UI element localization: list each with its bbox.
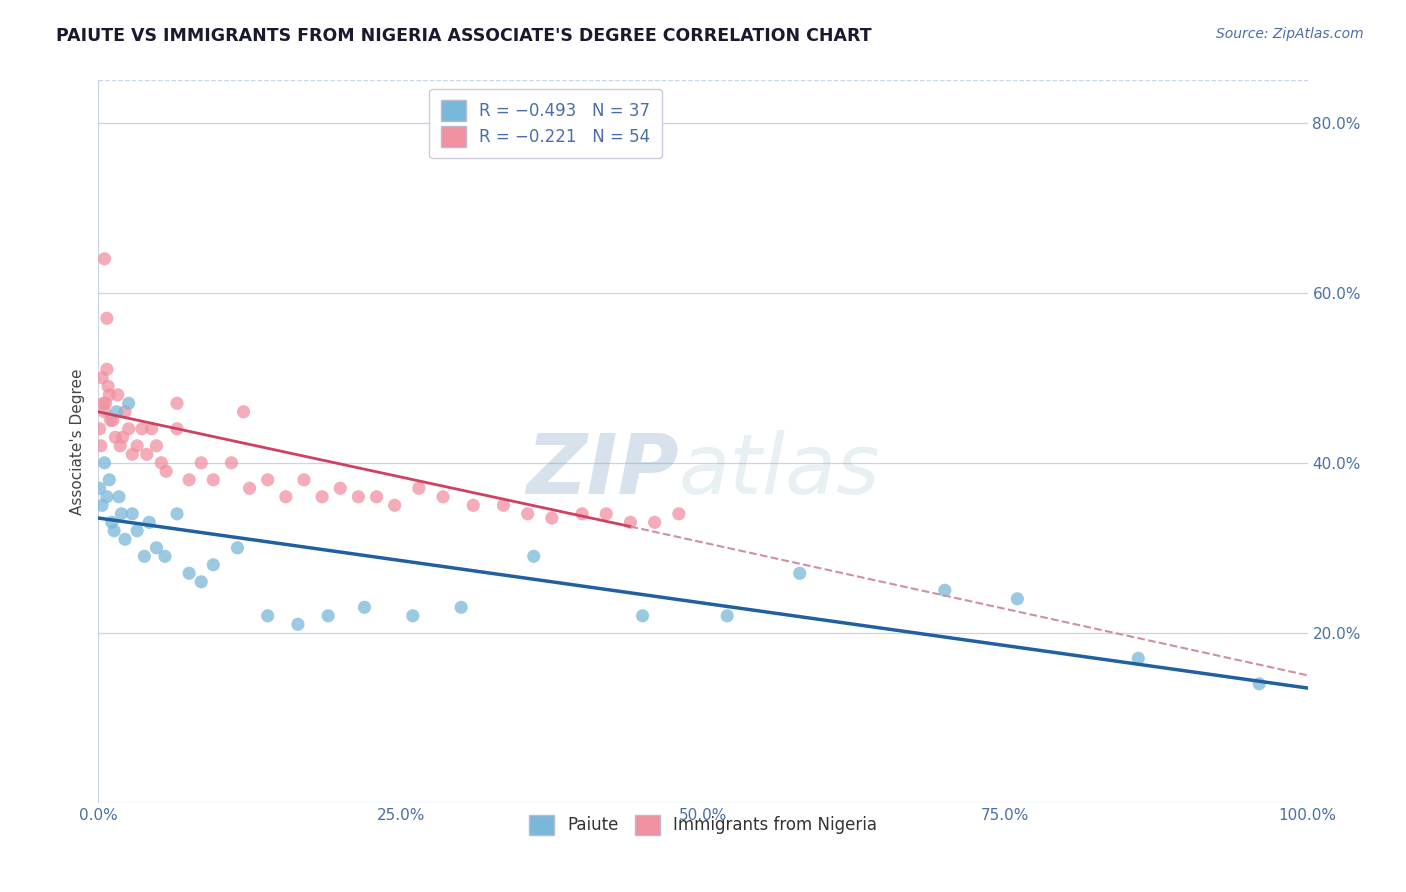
- Point: [118, 396, 141, 410]
- Point: [316, 608, 339, 623]
- Point: [107, 388, 129, 402]
- Point: [644, 516, 666, 530]
- Point: [121, 447, 143, 461]
- Point: [934, 583, 956, 598]
- Point: [232, 405, 254, 419]
- Point: [202, 558, 225, 572]
- Point: [96, 490, 118, 504]
- Point: [256, 608, 278, 623]
- Point: [1128, 651, 1150, 665]
- Point: [166, 422, 188, 436]
- Point: [114, 405, 136, 419]
- Point: [239, 481, 262, 495]
- Point: [571, 507, 593, 521]
- Point: [366, 490, 388, 504]
- Point: [141, 422, 163, 436]
- Point: [91, 498, 114, 512]
- Point: [595, 507, 617, 521]
- Point: [226, 541, 249, 555]
- Point: [311, 490, 333, 504]
- Point: [716, 608, 738, 623]
- Point: [100, 413, 122, 427]
- Point: [96, 362, 118, 376]
- Point: [127, 439, 149, 453]
- Point: [96, 311, 118, 326]
- Point: [111, 430, 134, 444]
- Point: [104, 430, 127, 444]
- Point: [150, 456, 173, 470]
- Point: [131, 422, 153, 436]
- Point: [110, 507, 132, 521]
- Point: [450, 600, 472, 615]
- Point: [408, 481, 430, 495]
- Text: Source: ZipAtlas.com: Source: ZipAtlas.com: [1216, 27, 1364, 41]
- Point: [108, 439, 131, 453]
- Point: [134, 549, 156, 564]
- Point: [179, 566, 201, 581]
- Point: [221, 456, 243, 470]
- Point: [93, 252, 115, 266]
- Point: [202, 473, 225, 487]
- Point: [256, 473, 278, 487]
- Point: [631, 608, 654, 623]
- Point: [523, 549, 546, 564]
- Point: [155, 464, 177, 478]
- Point: [179, 473, 201, 487]
- Point: [190, 574, 212, 589]
- Point: [432, 490, 454, 504]
- Point: [100, 516, 122, 530]
- Text: ZIP: ZIP: [526, 430, 679, 511]
- Point: [516, 507, 538, 521]
- Point: [347, 490, 370, 504]
- Point: [668, 507, 690, 521]
- Point: [287, 617, 309, 632]
- Point: [153, 549, 176, 564]
- Y-axis label: Associate's Degree: Associate's Degree: [69, 368, 84, 515]
- Point: [121, 507, 143, 521]
- Point: [166, 396, 188, 410]
- Point: [94, 396, 117, 410]
- Point: [89, 481, 111, 495]
- Point: [329, 481, 352, 495]
- Legend: Paiute, Immigrants from Nigeria: Paiute, Immigrants from Nigeria: [519, 805, 887, 845]
- Point: [93, 405, 115, 419]
- Point: [114, 533, 136, 547]
- Point: [105, 405, 128, 419]
- Point: [93, 456, 115, 470]
- Point: [135, 447, 157, 461]
- Point: [190, 456, 212, 470]
- Point: [89, 422, 111, 436]
- Point: [619, 516, 641, 530]
- Text: atlas: atlas: [679, 430, 880, 511]
- Point: [127, 524, 149, 538]
- Point: [540, 511, 562, 525]
- Point: [103, 524, 125, 538]
- Point: [402, 608, 425, 623]
- Point: [353, 600, 375, 615]
- Point: [145, 439, 167, 453]
- Point: [1007, 591, 1029, 606]
- Point: [91, 371, 114, 385]
- Point: [108, 490, 131, 504]
- Point: [98, 388, 121, 402]
- Point: [101, 413, 124, 427]
- Point: [138, 516, 160, 530]
- Point: [463, 498, 485, 512]
- Text: PAIUTE VS IMMIGRANTS FROM NIGERIA ASSOCIATE'S DEGREE CORRELATION CHART: PAIUTE VS IMMIGRANTS FROM NIGERIA ASSOCI…: [56, 27, 872, 45]
- Point: [384, 498, 406, 512]
- Point: [97, 379, 120, 393]
- Point: [274, 490, 297, 504]
- Point: [91, 396, 114, 410]
- Point: [789, 566, 811, 581]
- Point: [145, 541, 167, 555]
- Point: [118, 422, 141, 436]
- Point: [166, 507, 188, 521]
- Point: [492, 498, 515, 512]
- Point: [292, 473, 315, 487]
- Point: [1249, 677, 1271, 691]
- Point: [90, 439, 112, 453]
- Point: [98, 473, 121, 487]
